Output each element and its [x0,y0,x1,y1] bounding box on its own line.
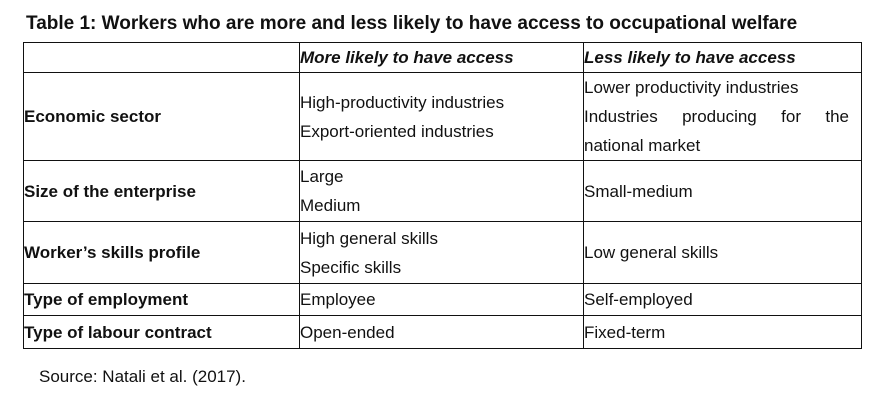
row-label: Size of the enterprise [23,160,300,222]
less-likely-item: Small-medium [584,181,693,201]
table-row-enterprise-size: Size of the enterprise Large Medium Smal… [23,160,862,222]
less-likely-cell: Lower productivity industries Industries… [583,72,862,161]
more-likely-item: Medium [300,196,361,215]
more-likely-item: Export-oriented industries [300,121,494,141]
header-more-likely: More likely to have access [299,42,584,73]
row-label: Worker’s skills profile [23,221,300,284]
less-likely-item: Self-employed [584,290,693,309]
more-likely-cell: Large Medium [299,160,584,222]
more-likely-cell: High general skills Specific skills [299,221,584,284]
more-likely-item: High general skills [300,228,438,248]
more-likely-item: Employee [300,290,376,309]
less-likely-cell: Fixed-term [583,315,862,349]
more-likely-item: Open-ended [300,322,395,342]
more-likely-cell: Employee [299,283,584,316]
more-likely-item: Large [300,167,344,186]
less-likely-item: national market [584,136,701,155]
table-row-economic-sector: Economic sector High-productivity indust… [23,72,862,161]
more-likely-cell: High-productivity industries Export-orie… [299,72,584,161]
table-title: Table 1: Workers who are more and less l… [26,13,798,34]
table-header-row: More likely to have access Less likely t… [23,42,862,73]
table-row-skills-profile: Worker’s skills profile High general ski… [23,221,862,284]
less-likely-item: Lower productivity industries [584,78,799,97]
row-label: Type of labour contract [23,315,300,349]
source-note: Source: Natali et al. (2017). [39,367,246,386]
less-likely-item: Fixed-term [584,322,666,342]
table-row-labour-contract: Type of labour contract Open-ended Fixed… [23,315,862,349]
less-likely-item: Industries producing for the [584,107,849,126]
less-likely-item: Low general skills [584,243,719,262]
more-likely-item: Specific skills [300,257,402,277]
less-likely-cell: Low general skills [583,221,862,284]
less-likely-cell: Small-medium [583,160,862,222]
occupational-welfare-table: More likely to have access Less likely t… [23,42,862,349]
row-label: Economic sector [23,72,300,161]
table-row-employment-type: Type of employment Employee Self-employe… [23,283,862,316]
more-likely-item: High-productivity industries [300,92,505,112]
less-likely-cell: Self-employed [583,283,862,316]
header-less-likely: Less likely to have access [583,42,862,73]
header-empty [23,42,300,73]
more-likely-cell: Open-ended [299,315,584,349]
row-label: Type of employment [23,283,300,316]
